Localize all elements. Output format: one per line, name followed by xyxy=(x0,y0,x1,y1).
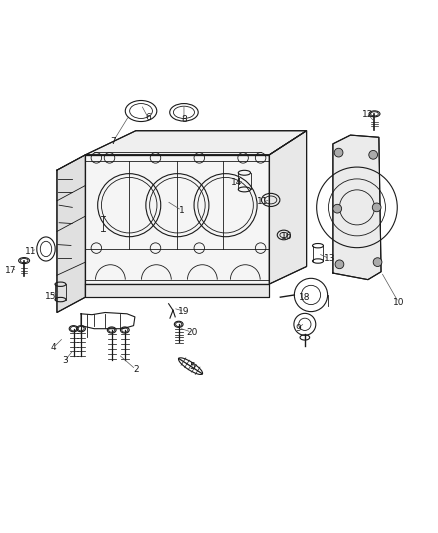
Text: 7: 7 xyxy=(110,137,116,146)
Text: 13: 13 xyxy=(324,254,335,263)
Polygon shape xyxy=(269,131,307,284)
Polygon shape xyxy=(333,135,381,280)
Text: 4: 4 xyxy=(51,343,56,352)
Text: 17: 17 xyxy=(5,265,17,274)
Circle shape xyxy=(372,203,381,212)
Text: 2: 2 xyxy=(133,365,138,374)
Circle shape xyxy=(369,150,378,159)
Text: 1: 1 xyxy=(179,206,185,215)
Text: 6: 6 xyxy=(145,113,151,122)
Text: 20: 20 xyxy=(186,328,198,337)
Polygon shape xyxy=(85,131,307,155)
Circle shape xyxy=(333,204,342,213)
Circle shape xyxy=(373,258,382,266)
Text: 19: 19 xyxy=(178,306,190,316)
Polygon shape xyxy=(57,155,85,312)
Text: 15: 15 xyxy=(45,292,56,301)
Text: 9: 9 xyxy=(295,324,301,333)
Text: 3: 3 xyxy=(62,356,68,365)
Text: 18: 18 xyxy=(299,293,310,302)
Circle shape xyxy=(335,260,344,269)
Text: 16: 16 xyxy=(281,232,293,241)
Text: 11: 11 xyxy=(257,197,268,206)
Text: 10: 10 xyxy=(393,298,404,307)
Text: 14: 14 xyxy=(231,178,242,187)
Polygon shape xyxy=(85,284,269,297)
Text: 11: 11 xyxy=(25,247,36,256)
Text: 8: 8 xyxy=(181,115,187,124)
Text: 12: 12 xyxy=(362,110,374,118)
Polygon shape xyxy=(85,155,269,284)
Text: 5: 5 xyxy=(189,362,195,371)
Circle shape xyxy=(334,148,343,157)
